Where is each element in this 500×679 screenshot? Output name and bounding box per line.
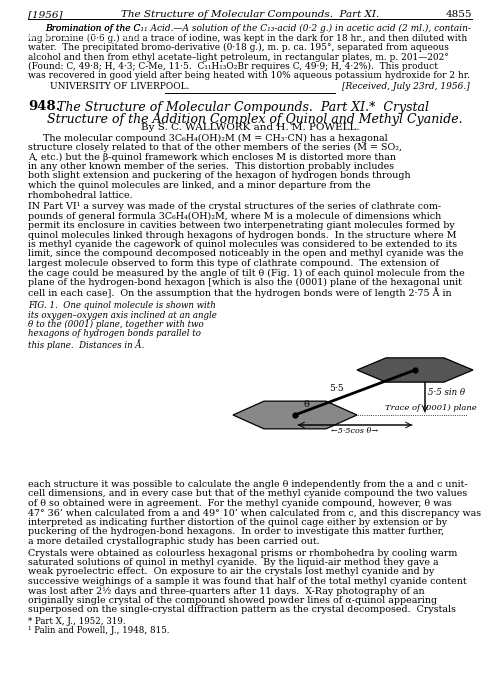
Text: saturated solutions of quinol in methyl cyanide.  By the liquid-air method they : saturated solutions of quinol in methyl … xyxy=(28,558,438,567)
Text: IN Part VI¹ a survey was made of the crystal structures of the series of clathra: IN Part VI¹ a survey was made of the cry… xyxy=(28,202,441,211)
Text: water.  The precipitated ​bromo-derivative (0·18 g.), m. p. ca. 195°, separated : water. The precipitated ​bromo-derivativ… xyxy=(28,43,449,52)
Text: both slight extension and puckering of the hexagon of hydrogen bonds through: both slight extension and puckering of t… xyxy=(28,172,410,181)
Polygon shape xyxy=(357,358,473,382)
Text: UNIVERSITY OF LIVERPOOL.: UNIVERSITY OF LIVERPOOL. xyxy=(50,82,190,91)
Text: The Structure of Molecular Compounds.  Part XI.: The Structure of Molecular Compounds. Pa… xyxy=(121,10,379,19)
Text: largest molecule observed to form this type of clathrate compound.  The extensio: largest molecule observed to form this t… xyxy=(28,259,439,268)
Text: The Structure of Molecular Compounds.  Part XI.*  Crystal: The Structure of Molecular Compounds. Pa… xyxy=(57,100,429,113)
Text: 5·5: 5·5 xyxy=(330,384,344,393)
Text: a more detailed crystallographic study has been carried out.: a more detailed crystallographic study h… xyxy=(28,537,320,546)
Text: pounds of general formula 3C₆H₄(OH)₂M, where M is a molecule of dimensions which: pounds of general formula 3C₆H₄(OH)₂M, w… xyxy=(28,211,442,221)
Text: in any other known member of the series.  This distortion probably includes: in any other known member of the series.… xyxy=(28,162,394,171)
Text: Trace of (0001) plane: Trace of (0001) plane xyxy=(385,404,477,412)
Text: the cage could be measured by the angle of tilt θ (Fig. 1) of each quinol molecu: the cage could be measured by the angle … xyxy=(28,268,465,278)
Text: permit its enclosure in cavities between two interpenetrating giant molecules fo: permit its enclosure in cavities between… xyxy=(28,221,455,230)
Text: puckering of the hydrogen-bond hexagons.  In order to investigate this matter fu: puckering of the hydrogen-bond hexagons.… xyxy=(28,528,444,536)
Text: water.  The precipitated: water. The precipitated xyxy=(28,33,142,43)
Text: interpreted as indicating further distortion of the quinol cage either by extens: interpreted as indicating further distor… xyxy=(28,518,447,527)
Text: A, etc.) but the β-quinol framework which encloses M is distorted more than: A, etc.) but the β-quinol framework whic… xyxy=(28,153,396,162)
Text: is methyl cyanide the cagework of quinol molecules was considered to be extended: is methyl cyanide the cagework of quinol… xyxy=(28,240,457,249)
Text: successive weighings of a sample it was found that half of the total methyl cyan: successive weighings of a sample it was … xyxy=(28,577,466,586)
Text: which the quinol molecules are linked, and a minor departure from the: which the quinol molecules are linked, a… xyxy=(28,181,371,190)
Text: limit, since the compound decomposed noticeably in the open and methyl cyanide w: limit, since the compound decomposed not… xyxy=(28,249,464,259)
Text: ←5·5cos θ→: ←5·5cos θ→ xyxy=(332,427,378,435)
Polygon shape xyxy=(233,401,357,429)
Text: (Found: C, 49·8; H, 4·3; C-Me, 11·5.  C₁₁H₁₃O₂Br requires C, 49·9; H, 4·2%).  Th: (Found: C, 49·8; H, 4·3; C-Me, 11·5. C₁₁… xyxy=(28,62,438,71)
Text: 47° 36’ when calculated from a and 49° 10’ when calculated from c, and this disc: 47° 36’ when calculated from a and 49° 1… xyxy=(28,509,481,517)
Text: cell dimensions, and in every case but that of the methyl cyanide compound the t: cell dimensions, and in every case but t… xyxy=(28,490,467,498)
Text: By S. C. WALLWORK and H. M. POWELL.: By S. C. WALLWORK and H. M. POWELL. xyxy=(140,124,360,132)
Text: FIG. 1.  One quinol molecule is shown with: FIG. 1. One quinol molecule is shown wit… xyxy=(28,301,216,310)
Text: originally single crystal of the compound showed powder lines of α-quinol appear: originally single crystal of the compoun… xyxy=(28,596,437,605)
Text: [1956]: [1956] xyxy=(28,10,62,19)
Text: was recovered in good yield after being heated with 10% aqueous potassium hydrox: was recovered in good yield after being … xyxy=(28,71,470,81)
Text: this plane.  Distances in Å.: this plane. Distances in Å. xyxy=(28,339,144,350)
Text: was lost after 2½ days and three-quarters after 11 days.  X-Ray photography of a: was lost after 2½ days and three-quarter… xyxy=(28,587,424,595)
Text: * Part X, J., 1952, 319.: * Part X, J., 1952, 319. xyxy=(28,617,126,626)
Text: hexagons of hydrogen bonds parallel to: hexagons of hydrogen bonds parallel to xyxy=(28,329,201,339)
Text: cell in each case].  On the assumption that the hydrogen bonds were of length 2·: cell in each case]. On the assumption th… xyxy=(28,287,452,298)
Text: Bromination of the C₁₁ Acid.—A solution of the C₁₃-acid (0·2 g.) in acetic acid : Bromination of the C₁₁ Acid.—A solution … xyxy=(45,24,471,33)
Text: weak pyroelectric effect.  On exposure to air the crystals lost methyl cyanide a: weak pyroelectric effect. On exposure to… xyxy=(28,568,434,576)
Text: its oxygen–oxygen axis inclined at an angle: its oxygen–oxygen axis inclined at an an… xyxy=(28,310,217,320)
Text: of θ so obtained were in agreement.  For the methyl cyanide compound, however, θ: of θ so obtained were in agreement. For … xyxy=(28,499,452,508)
Text: alcohol and then from ethyl acetate–light petroleum, in rectangular plates, m. p: alcohol and then from ethyl acetate–ligh… xyxy=(28,52,449,62)
Text: Crystals were obtained as colourless hexagonal prisms or rhombohedra by cooling : Crystals were obtained as colourless hex… xyxy=(28,549,458,557)
Text: θ: θ xyxy=(303,400,309,409)
Text: 4855: 4855 xyxy=(446,10,472,19)
Text: The molecular compound 3C₆H₄(OH)₂M (M = CH₃·CN) has a hexagonal: The molecular compound 3C₆H₄(OH)₂M (M = … xyxy=(43,134,388,143)
Text: Structure of the Addition Complex of Quinol and Methyl Cyanide.: Structure of the Addition Complex of Qui… xyxy=(47,113,463,126)
Text: Bromination of the C: Bromination of the C xyxy=(45,24,140,33)
Text: ing bromine (0·6 g.) and a trace of iodine, was kept in the dark for 18 hr., and: ing bromine (0·6 g.) and a trace of iodi… xyxy=(28,33,467,43)
Text: rhombohedral lattice.: rhombohedral lattice. xyxy=(28,191,132,200)
Text: θ to the (0001) plane, together with two: θ to the (0001) plane, together with two xyxy=(28,320,204,329)
Text: 5·5 sin θ: 5·5 sin θ xyxy=(428,388,465,397)
Text: 948.: 948. xyxy=(28,100,60,113)
Text: plane of the hydrogen-bond hexagon [which is also the (0001) plane of the hexago: plane of the hydrogen-bond hexagon [whic… xyxy=(28,278,462,287)
Text: superposed on the single-crystal diffraction pattern as the crystal decomposed. : superposed on the single-crystal diffrac… xyxy=(28,606,456,614)
Text: ¹ Palin and Powell, J., 1948, 815.: ¹ Palin and Powell, J., 1948, 815. xyxy=(28,626,170,635)
Text: [Received, July 23rd, 1956.]: [Received, July 23rd, 1956.] xyxy=(342,82,470,91)
Text: quinol molecules linked through hexagons of hydrogen bonds.  In the structure wh: quinol molecules linked through hexagons… xyxy=(28,230,456,240)
Text: each structure it was possible to calculate the angle θ independently from the a: each structure it was possible to calcul… xyxy=(28,480,468,489)
Text: structure closely related to that of the other members of the series (M = SO₂,: structure closely related to that of the… xyxy=(28,143,402,152)
